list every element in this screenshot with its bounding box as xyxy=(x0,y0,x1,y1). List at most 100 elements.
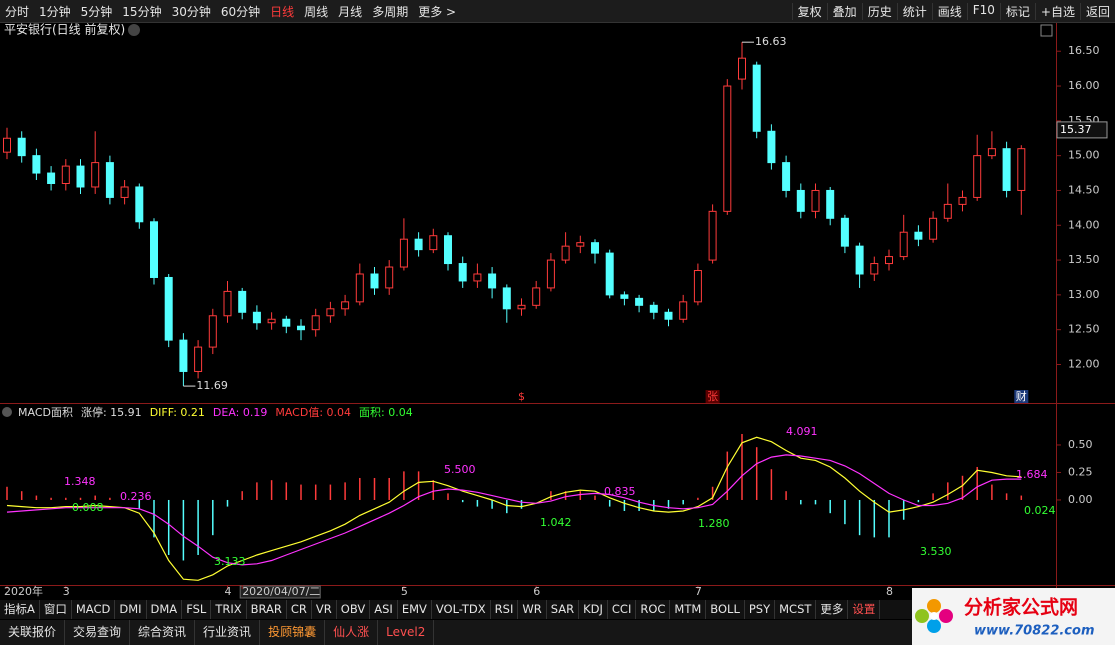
candle-body xyxy=(444,235,452,265)
indicator-tab[interactable]: RSI xyxy=(491,600,519,619)
indicator-tab[interactable]: KDJ xyxy=(579,600,608,619)
indicator-tab[interactable]: 指标A xyxy=(0,600,40,619)
period-tab[interactable]: 分时 xyxy=(5,4,30,19)
candle-body xyxy=(708,210,717,261)
bottom-tab[interactable]: 关联报价 xyxy=(0,620,66,645)
indicator-tab[interactable]: DMI xyxy=(115,600,147,619)
y-tick-label: 16.50 xyxy=(1068,44,1100,57)
indicator-tabs: 指标A 窗口 MACD DMI DMA FSL TRIX BRAR CR VR OBV ASI EMV V… xyxy=(0,600,912,619)
area-label: 4.091 xyxy=(786,425,818,438)
x-tick-label: 6 xyxy=(533,585,540,598)
indicator-dropdown[interactable] xyxy=(2,407,12,417)
period-tab[interactable]: 15分钟 xyxy=(122,4,162,19)
tool-button[interactable]: 复权 xyxy=(791,2,827,20)
indicator-tab[interactable]: MTM xyxy=(670,600,707,619)
tool-button[interactable]: 历史 xyxy=(861,2,897,20)
indicator-tab[interactable]: MCST xyxy=(775,600,817,619)
candle-body xyxy=(223,290,232,317)
tool-button[interactable]: 返回 xyxy=(1079,2,1115,20)
indicator-tab[interactable]: FSL xyxy=(182,600,212,619)
candle-body xyxy=(1017,148,1026,191)
candle-body xyxy=(591,242,599,254)
indicator-tab[interactable]: ROC xyxy=(636,600,671,619)
indicator-tab[interactable]: BOLL xyxy=(706,600,745,619)
annotation: 11.69 xyxy=(196,379,228,392)
bottom-tab[interactable]: 仙人涨 xyxy=(325,620,379,645)
indicator-header: DIFF: 0.21 xyxy=(150,406,205,419)
bottom-tab[interactable]: 综合资讯 xyxy=(130,620,196,645)
tool-button[interactable]: +自选 xyxy=(1034,2,1080,20)
indicator-tab[interactable]: MACD xyxy=(72,600,116,619)
period-tab[interactable]: 60分钟 xyxy=(220,4,261,19)
tool-button[interactable]: F10 xyxy=(966,2,1000,20)
event-marker: $ xyxy=(518,390,525,403)
indicator-tab[interactable]: VOL-TDX xyxy=(432,600,491,619)
candle-body xyxy=(546,259,555,289)
candle-body xyxy=(738,57,746,80)
period-tab[interactable]: 更多 > xyxy=(418,4,457,19)
candle-body xyxy=(267,318,276,324)
tool-button[interactable]: 画线 xyxy=(931,2,967,20)
y-tick-label: 12.50 xyxy=(1068,323,1100,336)
tool-button[interactable]: 叠加 xyxy=(826,2,862,20)
period-tab[interactable]: 30分钟 xyxy=(171,4,211,19)
area-label: 3.530 xyxy=(920,545,952,558)
indicator-tab[interactable]: SAR xyxy=(547,600,580,619)
x-tick-label: 3 xyxy=(63,585,70,598)
tool-buttons: 复权 叠加 历史 统计 画线 F10 标记 +自选 返回 xyxy=(791,2,1115,20)
title-dropdown[interactable] xyxy=(128,24,140,36)
bottom-tab[interactable]: 行业资讯 xyxy=(195,620,261,645)
indicator-tab[interactable]: TRIX xyxy=(211,600,247,619)
candle-body xyxy=(723,85,732,212)
candle-body xyxy=(605,252,614,296)
area-label: 1.042 xyxy=(540,516,572,529)
y-tick-label: 13.00 xyxy=(1068,288,1100,301)
annotation: 16.63 xyxy=(755,35,787,48)
candle-body xyxy=(414,238,423,251)
indicator-tab[interactable]: WR xyxy=(518,600,547,619)
marker-box xyxy=(705,390,720,403)
window-button[interactable] xyxy=(1040,24,1053,37)
indicator-tab[interactable]: OBV xyxy=(337,600,371,619)
period-tabs: 分时 1分钟 5分钟 15分钟 30分钟 60分钟 日线 周线 月线 多周期 更多 > xyxy=(0,3,461,20)
tool-button[interactable]: 统计 xyxy=(896,2,932,20)
indicator-tab[interactable]: PSY xyxy=(745,600,776,619)
tool-button[interactable]: 标记 xyxy=(999,2,1035,20)
period-tab[interactable]: 月线 xyxy=(338,4,363,19)
period-tab[interactable]: 多周期 xyxy=(372,4,409,19)
watermark-logo: 分析家公式网 www.70822.com xyxy=(915,596,1095,639)
candle-body xyxy=(796,189,805,212)
period-tab[interactable]: 5分钟 xyxy=(80,4,113,19)
indicator-tab[interactable]: CR xyxy=(287,600,312,619)
indicator-tab[interactable]: EMV xyxy=(398,600,432,619)
candle-body xyxy=(61,165,70,184)
period-tab[interactable]: 1分钟 xyxy=(39,4,71,19)
candle-body xyxy=(32,155,41,174)
candle-body xyxy=(76,165,85,188)
period-tab[interactable]: 日线 xyxy=(270,4,295,19)
indicator-tab[interactable]: BRAR xyxy=(247,600,287,619)
candle-body xyxy=(429,235,438,251)
candle-body xyxy=(326,308,335,317)
x-tick-label: 7 xyxy=(695,585,702,598)
bottom-tab[interactable]: Level2 xyxy=(378,620,435,645)
indicator-tab[interactable]: VR xyxy=(312,600,337,619)
indicator-tab[interactable]: CCI xyxy=(608,600,637,619)
period-tab[interactable]: 周线 xyxy=(304,4,329,19)
candle-body xyxy=(752,64,761,132)
candle-body xyxy=(973,155,982,198)
y-tick-label: 12.00 xyxy=(1068,357,1100,370)
bottom-tab[interactable]: 交易查询 xyxy=(65,620,131,645)
stock-title: 平安银行(日线 前复权) xyxy=(4,22,125,37)
indicator-tab[interactable]: 设置 xyxy=(848,600,881,619)
bottom-tab[interactable]: 投顾锦囊 xyxy=(260,620,326,645)
indicator-tab[interactable]: 窗口 xyxy=(40,600,72,619)
petal xyxy=(915,609,929,623)
candle-body xyxy=(782,162,791,191)
indicator-tab[interactable]: 更多 xyxy=(816,600,849,619)
indicator-tab[interactable]: DMA xyxy=(147,600,183,619)
indicator-tab[interactable]: ASI xyxy=(370,600,398,619)
y-tick-label: 15.00 xyxy=(1068,149,1100,162)
candle-body xyxy=(826,189,835,219)
